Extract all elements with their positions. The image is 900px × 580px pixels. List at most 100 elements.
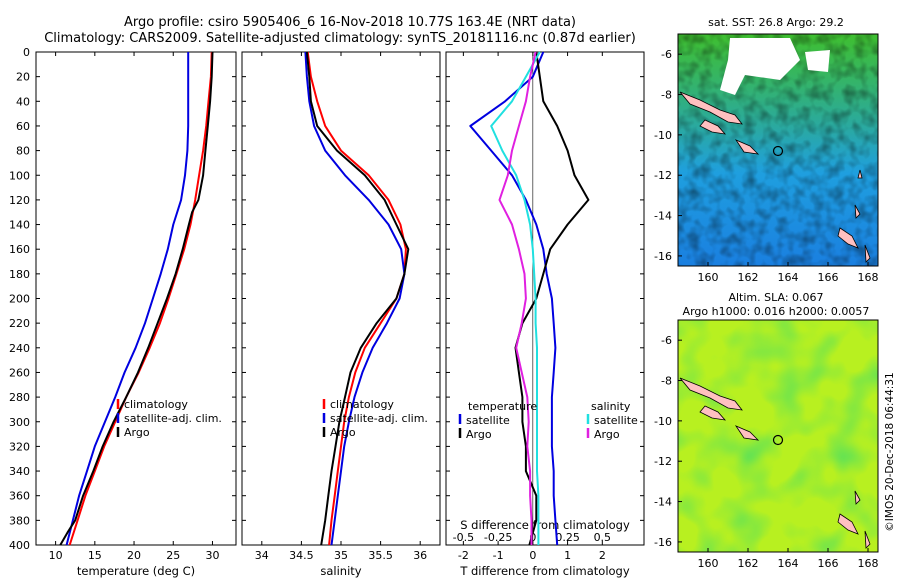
legend-label: Argo: [330, 426, 356, 439]
map-x-tick-label: 168: [858, 557, 879, 570]
map-y-tick-label: -6: [661, 48, 672, 61]
map-y-tick-label: -8: [661, 375, 672, 388]
map-y-tick-label: -12: [654, 169, 672, 182]
legend-label: satellite: [466, 414, 510, 427]
y-tick-label: 240: [9, 342, 30, 355]
series-line-temperature-satellite: [469, 51, 559, 546]
plot-frame: [241, 51, 441, 546]
x-tick-label: -1: [493, 549, 504, 562]
series-line-argo: [59, 51, 214, 546]
legend-title-salinity: salinity: [591, 400, 631, 413]
y-tick-label: 60: [16, 120, 30, 133]
y-tick-label: 300: [9, 416, 30, 429]
legend-label: satellite-adj. clim.: [124, 412, 222, 425]
legend-label: satellite: [594, 414, 638, 427]
sla-map-title: Altim. SLA: 0.067: [728, 291, 823, 304]
map-y-tick-label: -14: [654, 496, 672, 509]
y-tick-label: 360: [9, 490, 30, 503]
map-y-tick-label: -10: [654, 415, 672, 428]
x-tick-label: 30: [205, 549, 219, 562]
x-tick-label: 1: [564, 549, 571, 562]
map-y-tick-label: -6: [661, 334, 672, 347]
map-x-tick-label: 164: [778, 271, 799, 284]
legend-label: Argo: [466, 428, 492, 441]
sst-cloud-gap: [720, 38, 800, 95]
sst-map-title: sat. SST: 26.8 Argo: 29.2: [708, 16, 844, 29]
map-y-tick-label: -10: [654, 129, 672, 142]
y-tick-label: 340: [9, 465, 30, 478]
x-tick-label: 34.5: [289, 549, 314, 562]
y-tick-label: 200: [9, 293, 30, 306]
sla-map-frame: [677, 319, 879, 553]
header-line2: Climatology: CARS2009. Satellite-adjuste…: [44, 31, 636, 46]
y-tick-label: 160: [9, 243, 30, 256]
map-y-tick-label: -16: [654, 536, 672, 549]
sla-map-subtitle: Argo h1000: 0.016 h2000: 0.0057: [683, 305, 870, 318]
map-y-tick-label: -16: [654, 250, 672, 263]
s-tick-label: -0.5: [453, 531, 474, 544]
legend-label: satellite-adj. clim.: [330, 412, 428, 425]
map-x-tick-label: 162: [738, 271, 759, 284]
argo-location-marker: [772, 145, 784, 157]
y-tick-label: 380: [9, 514, 30, 527]
s-tick-label: 0.5: [594, 531, 612, 544]
islands: [679, 91, 871, 263]
x-tick-label: 15: [88, 549, 102, 562]
map-x-tick-label: 160: [698, 557, 719, 570]
map-x-tick-label: 162: [738, 557, 759, 570]
series-line-satellite-adj-clim-: [65, 52, 190, 546]
map-x-tick-label: 166: [818, 271, 839, 284]
y-tick-label: 400: [9, 539, 30, 552]
y-tick-label: 80: [16, 145, 30, 158]
difference-profile-panel: -2 -1 0 1 2 T difference from climatology -0.5…: [445, 51, 645, 578]
legend-label: climatology: [124, 398, 188, 411]
header-line1: Argo profile: csiro 5905406_6 16-Nov-201…: [124, 15, 576, 30]
series-line-climatology: [68, 51, 213, 546]
salinity-profile-panel: 34 34.5 35 35.5 36 salinity climatologysatelli…: [241, 51, 441, 578]
x-tick-label: 35.5: [368, 549, 393, 562]
x-axis-label: temperature (deg C): [77, 564, 195, 578]
map-x-tick-label: 168: [858, 271, 879, 284]
plot-frame: [445, 51, 645, 546]
x-axis-label: T difference from climatology: [459, 564, 630, 578]
x-tick-label: 10: [49, 549, 63, 562]
y-tick-label: 100: [9, 169, 30, 182]
y-tick-label: 180: [9, 268, 30, 281]
sla-map-ticks: 160 162 164 166 168 -6 -8 -10 -12 -14 -16: [654, 334, 878, 570]
sst-cloud-gap: [805, 50, 830, 72]
x-tick-label: 25: [166, 549, 180, 562]
x-tick-label: 20: [127, 549, 141, 562]
x-tick-label: 0: [529, 549, 536, 562]
y-tick-label: 280: [9, 391, 30, 404]
y-tick-label: 220: [9, 317, 30, 330]
legend-label: climatology: [330, 398, 394, 411]
s-tick-label: -0.25: [484, 531, 512, 544]
islands: [679, 377, 871, 549]
y-tick-label: 320: [9, 440, 30, 453]
sst-map-frame: [677, 33, 879, 267]
x-tick-label: 2: [599, 549, 606, 562]
imos-watermark: ©IMOS 20-Dec-2018 06:44:31: [884, 372, 896, 531]
sla-map-panel: Altim. SLA: 0.067 Argo h1000: 0.016 h200…: [654, 291, 879, 570]
y-tick-label: 20: [16, 71, 30, 84]
series-line-argo: [305, 51, 410, 546]
series-line-salinity-satellite: [490, 51, 541, 545]
x-axis-label: salinity: [320, 564, 361, 578]
series-line-salinity-argo: [498, 51, 537, 545]
legend-label: Argo: [124, 426, 150, 439]
legend-label: Argo: [594, 428, 620, 441]
series-line-satellite-adj-clim-: [304, 51, 406, 546]
x-tick-label: -2: [458, 549, 469, 562]
y-tick-label: 40: [16, 95, 30, 108]
sst-map-panel: sat. SST: 26.8 Argo: 29.2 160 162 164 166 16…: [654, 16, 879, 284]
map-y-tick-label: -14: [654, 210, 672, 223]
map-y-tick-label: -8: [661, 89, 672, 102]
map-y-tick-label: -12: [654, 455, 672, 468]
x-tick-label: 35: [334, 549, 348, 562]
map-x-tick-label: 166: [818, 557, 839, 570]
sst-map-ticks: 160 162 164 166 168 -6 -8 -10 -12 -14 -16: [654, 48, 878, 284]
y-tick-label: 260: [9, 366, 30, 379]
map-x-tick-label: 164: [778, 557, 799, 570]
s-tick-label: 0.25: [555, 531, 580, 544]
